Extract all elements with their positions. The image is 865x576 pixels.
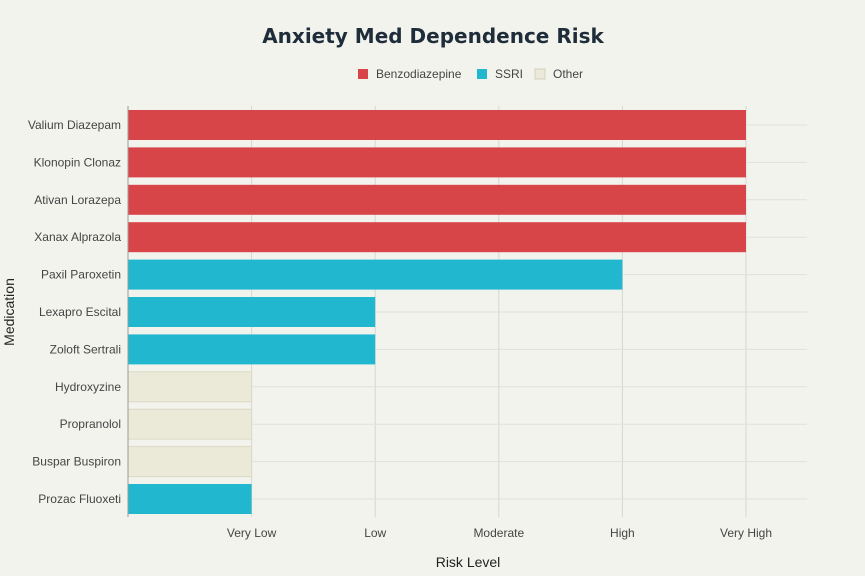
bar-xanax-alprazola: [128, 222, 746, 253]
bar-buspar-buspiron: [127, 446, 253, 478]
y-label-paxil-paroxetin: Paxil Paroxetin: [41, 268, 121, 282]
y-axis-title: Medication: [1, 278, 17, 346]
y-label-valium-diazepam: Valium Diazepam: [28, 118, 121, 132]
y-label-prozac-fluoxeti: Prozac Fluoxeti: [38, 492, 121, 506]
bar-lexapro-escital: [128, 297, 376, 327]
y-label-buspar-buspiron: Buspar Buspiron: [32, 455, 121, 469]
legend-label-benzodiazepine: Benzodiazepine: [376, 67, 462, 81]
y-label-xanax-alprazola: Xanax Alprazola: [34, 230, 121, 244]
y-label-klonopin-clonaz: Klonopin Clonaz: [34, 155, 121, 169]
y-label-ativan-lorazepa: Ativan Lorazepa: [34, 193, 121, 207]
bar-paxil-paroxetin: [128, 259, 623, 290]
y-label-lexapro-escital: Lexapro Escital: [39, 305, 121, 319]
y-axis-labels: Valium Diazepam Klonopin Clonaz Ativan Lor…: [28, 118, 121, 506]
legend-label-other: Other: [553, 67, 583, 81]
legend-swatch-other: [534, 68, 546, 80]
bar-ativan-lorazepa: [128, 184, 746, 215]
bar-valium-diazepam: [128, 110, 746, 140]
legend-swatch-benzodiazepine: [358, 69, 368, 79]
bar-prozac-fluoxeti: [128, 484, 252, 514]
bar-klonopin-clonaz: [128, 147, 746, 178]
bar-series: [127, 110, 746, 514]
x-axis-title: Risk Level: [436, 554, 501, 570]
bar-propranolol: [127, 408, 253, 440]
x-tick-moderate: Moderate: [473, 526, 524, 540]
y-label-propranolol: Propranolol: [60, 417, 121, 431]
y-label-hydroxyzine: Hydroxyzine: [55, 380, 121, 394]
chart-legend: Benzodiazepine SSRI Other: [358, 67, 583, 81]
x-tick-low: Low: [364, 526, 386, 540]
x-tick-very-low: Very Low: [227, 526, 277, 540]
x-tick-very-high: Very High: [720, 526, 772, 540]
x-axis-labels: Very Low Low Moderate High Very High: [227, 526, 772, 540]
legend-label-ssri: SSRI: [495, 67, 523, 81]
bar-hydroxyzine: [127, 371, 253, 403]
chart-title: Anxiety Med Dependence Risk: [262, 24, 604, 48]
y-label-zoloft-sertrali: Zoloft Sertrali: [50, 342, 121, 356]
bar-zoloft-sertrali: [128, 334, 376, 365]
legend-swatch-ssri: [477, 69, 487, 79]
x-tick-high: High: [610, 526, 635, 540]
